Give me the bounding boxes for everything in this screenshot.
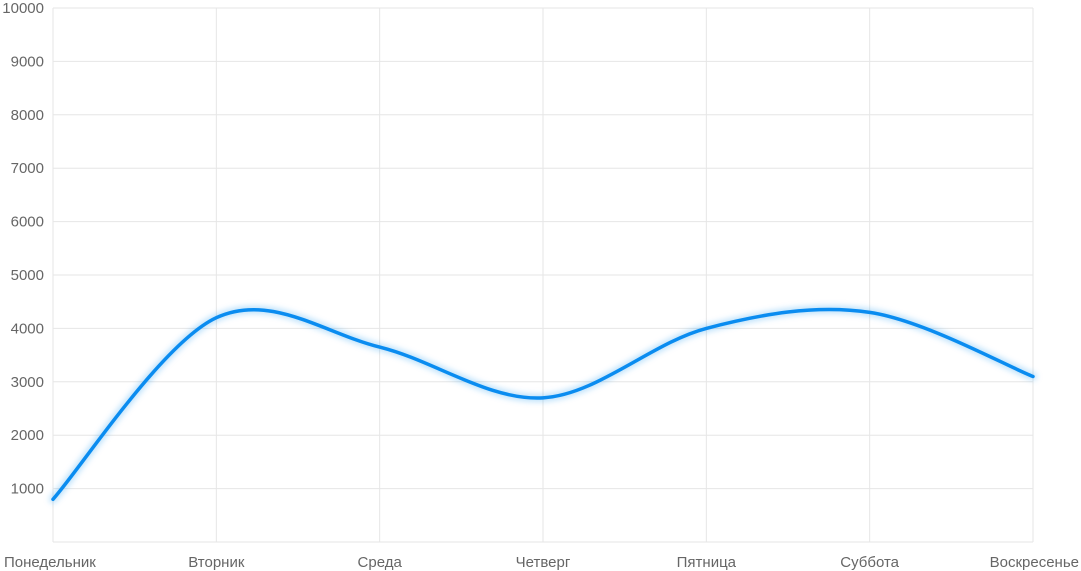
x-tick-label: Вторник [188, 554, 245, 571]
y-tick-label: 2000 [11, 427, 44, 444]
x-tick-label: Суббота [840, 554, 899, 571]
x-tick-label: Пятница [677, 554, 737, 571]
y-tick-label: 4000 [11, 320, 44, 337]
grid [52, 7, 1034, 543]
y-tick-label: 6000 [11, 214, 44, 231]
y-tick-label: 5000 [11, 267, 44, 284]
x-tick-label: Четверг [516, 554, 571, 571]
x-tick-label: Понедельник [4, 554, 96, 571]
y-tick-label: 8000 [11, 107, 44, 124]
x-tick-label: Среда [358, 554, 403, 571]
series-layer [49, 305, 1037, 504]
y-tick-label: 10000 [2, 0, 44, 17]
x-tick-label: Воскресенье [990, 554, 1079, 571]
y-tick-label: 1000 [11, 481, 44, 498]
y-tick-label: 9000 [11, 53, 44, 70]
y-tick-label: 3000 [11, 374, 44, 391]
y-tick-label: 7000 [11, 160, 44, 177]
series-line [51, 307, 1035, 502]
